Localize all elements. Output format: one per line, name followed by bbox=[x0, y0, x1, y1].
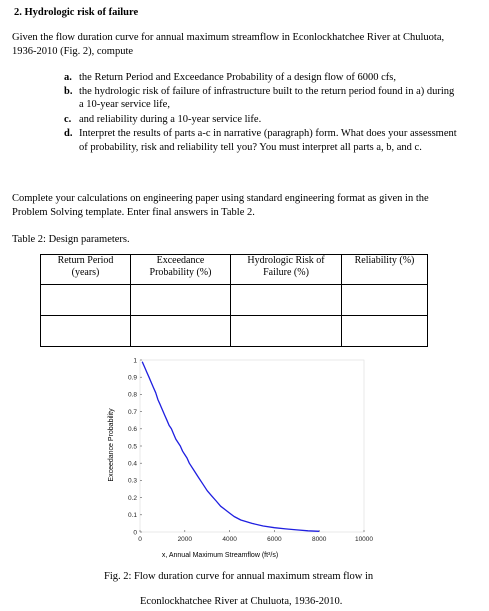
header-return-period: Return Period (years) bbox=[40, 254, 131, 285]
item-b-text-1: the hydrologic risk of failure of infras… bbox=[79, 86, 455, 97]
y-tick-label: 1 bbox=[133, 357, 137, 364]
item-b-text-2: a 10-year service life, bbox=[79, 99, 170, 110]
chart-axes-group: 0 0.1 0.2 0.3 0.4 0.5 0.6 0.7 0.8 0.9 1 0 2000 4000 60… bbox=[128, 357, 373, 543]
intro-pre: Given the flow duration curve for annual… bbox=[12, 32, 293, 43]
figure-caption-place: Econlockhatchee bbox=[140, 596, 212, 607]
table-cell[interactable] bbox=[230, 315, 342, 347]
y-tick-label: 0.3 bbox=[128, 478, 137, 485]
y-axis-label: Exceedance Probability bbox=[108, 408, 115, 482]
flow-duration-chart: 0 0.1 0.2 0.3 0.4 0.5 0.6 0.7 0.8 0.9 1 0 2000 4000 60… bbox=[108, 357, 373, 559]
y-tick-label: 0.9 bbox=[128, 375, 137, 382]
table-cell[interactable] bbox=[341, 315, 428, 347]
y-tick-label: 0.6 bbox=[128, 426, 137, 433]
y-tick-label: 0.4 bbox=[128, 461, 137, 468]
item-d-text-1: Interpret the results of parts a-c in na… bbox=[79, 128, 457, 139]
table-caption: Table 2: Design parameters. bbox=[12, 234, 130, 245]
intro-post: River at Chuluota, bbox=[364, 32, 445, 43]
x-tick-label: 2000 bbox=[178, 536, 193, 543]
y-tick-label: 0 bbox=[133, 529, 137, 536]
header-reliability: Reliability (%) bbox=[341, 254, 428, 285]
table-header-row: Return Period (years) Exceedance Probabili… bbox=[40, 254, 428, 285]
y-tick-label: 0.8 bbox=[128, 392, 137, 399]
figure-caption-line-1: Fig. 2: Flow duration curve for annual m… bbox=[104, 571, 374, 582]
flow-duration-curve-line bbox=[141, 361, 320, 532]
table-cell[interactable] bbox=[40, 315, 131, 347]
y-tick-label: 0.7 bbox=[128, 409, 137, 416]
table-row bbox=[40, 284, 428, 316]
intro-line-1: Given the flow duration curve for annual… bbox=[12, 31, 444, 44]
x-tick-label: 4000 bbox=[222, 536, 237, 543]
table-cell[interactable] bbox=[341, 284, 428, 316]
item-b-label: b. bbox=[64, 86, 73, 97]
x-tick-label: 8000 bbox=[312, 536, 327, 543]
x-tick-label: 10000 bbox=[355, 536, 373, 543]
x-tick-label: 6000 bbox=[267, 536, 282, 543]
instructions-line-2: Problem Solving template. Enter final an… bbox=[12, 207, 255, 218]
table-cell[interactable] bbox=[40, 284, 131, 316]
design-parameters-table: Return Period (years) Exceedance Probabili… bbox=[40, 254, 428, 347]
item-d-text-2: of probability, risk and reliability tel… bbox=[79, 142, 422, 153]
header-exceedance-probability: Exceedance Probability (%) bbox=[130, 254, 231, 285]
item-d-label: d. bbox=[64, 128, 73, 139]
x-axis-label: x, Annual Maximum Streamflow (ft³/s) bbox=[162, 552, 278, 559]
instructions-line-1: Complete your calculations on engineerin… bbox=[12, 193, 429, 204]
item-a-text: the Return Period and Exceedance Probabi… bbox=[79, 72, 396, 83]
table-cell[interactable] bbox=[130, 315, 231, 347]
x-tick-label: 0 bbox=[138, 536, 142, 543]
figure-caption-line-2: Econlockhatchee River at Chuluota, 1936-… bbox=[140, 595, 342, 608]
table-cell[interactable] bbox=[130, 284, 231, 316]
chart-series-group bbox=[141, 361, 320, 532]
item-a-label: a. bbox=[64, 72, 72, 83]
item-c-label: c. bbox=[64, 114, 72, 125]
section-heading: 2. Hydrologic risk of failure bbox=[14, 7, 139, 18]
plot-area bbox=[139, 359, 365, 533]
y-tick-label: 0.5 bbox=[128, 443, 137, 450]
table-row bbox=[40, 315, 428, 347]
header-hydrologic-risk: Hydrologic Risk of Failure (%) bbox=[230, 254, 342, 285]
intro-line-2: 1936-2010 (Fig. 2), compute bbox=[12, 46, 134, 57]
y-tick-label: 0.1 bbox=[128, 512, 137, 519]
figure-caption-post: River at Chuluota, 1936-2010. bbox=[211, 596, 343, 607]
item-c-text: and reliability during a 10-year service… bbox=[79, 114, 262, 125]
intro-place: Econlockhatchee bbox=[292, 32, 365, 43]
table-cell[interactable] bbox=[230, 284, 342, 316]
y-tick-label: 0.2 bbox=[128, 495, 137, 502]
